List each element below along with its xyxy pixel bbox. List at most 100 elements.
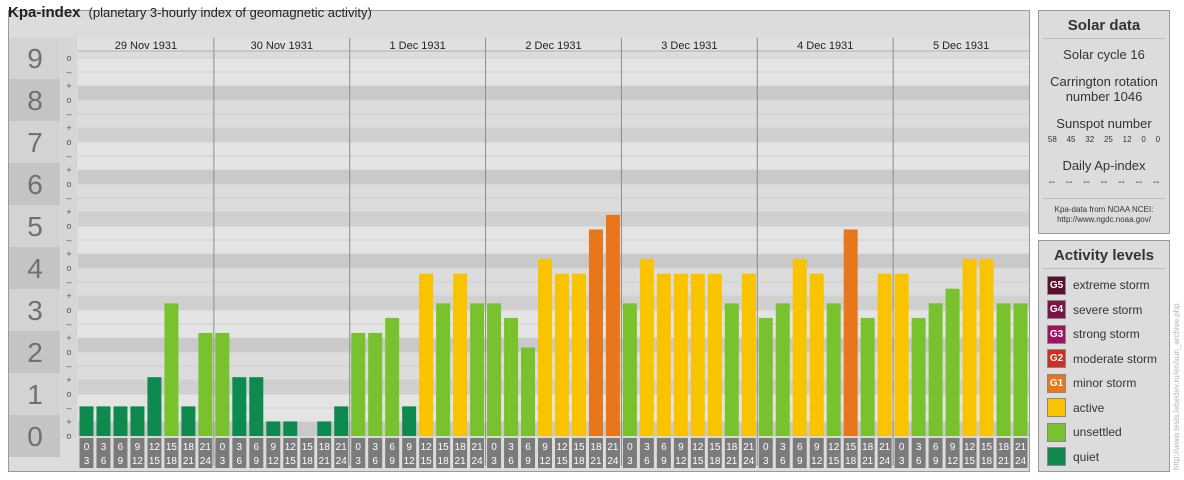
interval-start: 0 <box>763 442 769 453</box>
interval-box <box>215 438 230 468</box>
kp-bar <box>402 406 417 436</box>
kp-bar <box>979 259 994 436</box>
kp-bar <box>622 303 637 436</box>
ap-value: -- <box>1048 177 1056 188</box>
interval-box <box>521 438 536 468</box>
legend-row: unsettled <box>1047 422 1122 442</box>
interval-end: 24 <box>1015 456 1027 467</box>
interval-end: 12 <box>811 456 823 467</box>
kp-bar <box>758 317 773 436</box>
y-tick-label: 3 <box>27 295 43 326</box>
legend-row: active <box>1047 398 1104 418</box>
legend-swatch <box>1047 447 1066 466</box>
credit-line-2: http://www.ngdc.noaa.gov/ <box>1057 215 1151 224</box>
interval-box <box>707 438 722 468</box>
sunspot-value: 45 <box>1066 135 1076 144</box>
band-lower <box>78 128 1029 142</box>
interval-box <box>402 438 417 468</box>
interval-start: 3 <box>101 442 107 453</box>
interval-start: 9 <box>678 442 684 453</box>
interval-end: 21 <box>183 456 195 467</box>
kp-bar <box>928 303 943 436</box>
interval-end: 6 <box>916 456 922 467</box>
kp-bar <box>996 303 1011 436</box>
interval-start: 3 <box>237 442 243 453</box>
data-credit: Kpa-data from NOAA NCEI: http://www.ngdc… <box>1043 198 1165 225</box>
interval-start: 6 <box>525 442 531 453</box>
interval-start: 12 <box>285 442 297 453</box>
interval-end: 18 <box>166 456 178 467</box>
day-header-bg <box>78 38 214 51</box>
y-axis-block <box>9 79 60 121</box>
interval-start: 18 <box>726 442 738 453</box>
interval-end: 3 <box>355 456 361 467</box>
activity-levels-title: Activity levels <box>1043 241 1165 269</box>
interval-end: 15 <box>692 456 704 467</box>
interval-start: 15 <box>302 442 314 453</box>
interval-start: 21 <box>607 442 619 453</box>
sub-tick-label: o <box>66 137 71 147</box>
interval-end: 21 <box>998 456 1010 467</box>
kp-bar <box>962 259 977 436</box>
band-lower <box>78 170 1029 184</box>
interval-box <box>487 438 502 468</box>
interval-box <box>826 438 841 468</box>
sub-tick-label: + <box>66 375 71 385</box>
interval-end: 24 <box>607 456 619 467</box>
kp-bar <box>249 377 264 436</box>
interval-box <box>317 438 332 468</box>
interval-start: 21 <box>336 442 348 453</box>
kp-bar <box>79 406 94 436</box>
interval-end: 9 <box>389 456 395 467</box>
interval-end: 3 <box>899 456 905 467</box>
day-label: 2 Dec 1931 <box>525 40 581 52</box>
interval-end: 12 <box>132 456 144 467</box>
interval-box <box>419 438 434 468</box>
sub-tick-label: + <box>66 123 71 133</box>
interval-end: 18 <box>573 456 585 467</box>
y-tick-label: 5 <box>27 211 43 242</box>
legend-label: quiet <box>1073 449 1100 464</box>
interval-end: 18 <box>981 456 993 467</box>
interval-end: 6 <box>237 456 243 467</box>
interval-box <box>894 438 909 468</box>
sunspot-value: 12 <box>1122 135 1132 144</box>
interval-box <box>504 438 519 468</box>
sub-tick-label: – <box>66 403 71 413</box>
interval-box <box>673 438 688 468</box>
band-lower <box>78 296 1029 310</box>
interval-box <box>79 438 94 468</box>
interval-start: 21 <box>1015 442 1027 453</box>
interval-box <box>181 438 196 468</box>
solar-data-title: Solar data <box>1043 11 1165 39</box>
ap-value: -- <box>1065 177 1073 188</box>
legend-label: extreme storm <box>1073 278 1150 292</box>
interval-box <box>724 438 739 468</box>
interval-box <box>809 438 824 468</box>
carrington-rotation: Carrington rotation number 1046 <box>1039 74 1169 104</box>
interval-box <box>453 438 468 468</box>
kp-bar <box>605 214 620 436</box>
kp-bar <box>266 421 281 436</box>
interval-box <box>266 438 281 468</box>
interval-end: 24 <box>336 456 348 467</box>
interval-end: 18 <box>845 456 857 467</box>
sub-tick-label: + <box>66 291 71 301</box>
kp-bar <box>724 303 739 436</box>
sunspot-value: 25 <box>1103 135 1113 144</box>
interval-box <box>436 438 451 468</box>
interval-end: 6 <box>508 456 514 467</box>
kp-bar <box>690 273 705 436</box>
interval-start: 18 <box>319 442 331 453</box>
interval-start: 21 <box>472 442 484 453</box>
interval-end: 15 <box>421 456 433 467</box>
legend-swatch <box>1047 398 1066 417</box>
interval-end: 12 <box>404 456 416 467</box>
y-tick-label: 8 <box>27 85 43 116</box>
interval-box <box>571 438 586 468</box>
interval-box <box>843 438 858 468</box>
interval-start: 12 <box>556 442 568 453</box>
y-axis-block <box>9 247 60 289</box>
interval-end: 3 <box>627 456 633 467</box>
interval-end: 24 <box>472 456 484 467</box>
